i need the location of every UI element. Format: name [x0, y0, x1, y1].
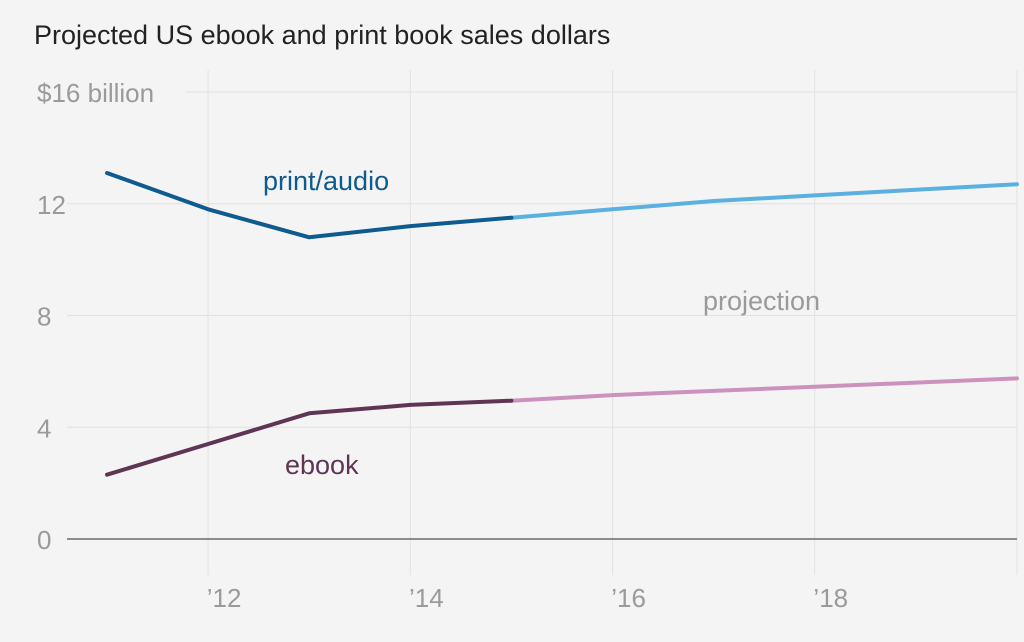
print-audio-projection-line [509, 182, 1019, 220]
projection-annotation: projection [703, 286, 820, 316]
ebook-projection-line [509, 376, 1019, 403]
x-tick-label: ’14 [409, 583, 444, 613]
series-label: print/audio [263, 166, 389, 196]
series-label: ebook [285, 450, 359, 480]
y-tick-label: 0 [37, 525, 51, 555]
y-tick-label: 12 [37, 190, 66, 220]
y-tick-label: 4 [37, 413, 51, 443]
y-tick-label: 8 [37, 302, 51, 332]
chart-title: Projected US ebook and print book sales … [34, 20, 611, 50]
x-tick-label: ’12 [207, 583, 242, 613]
x-tick-label: ’18 [813, 583, 848, 613]
print-audio-actual-line [105, 171, 514, 240]
ebook-actual-line [105, 398, 514, 477]
x-tick-label: ’16 [611, 583, 646, 613]
y-tick-label: $16 billion [37, 78, 154, 108]
